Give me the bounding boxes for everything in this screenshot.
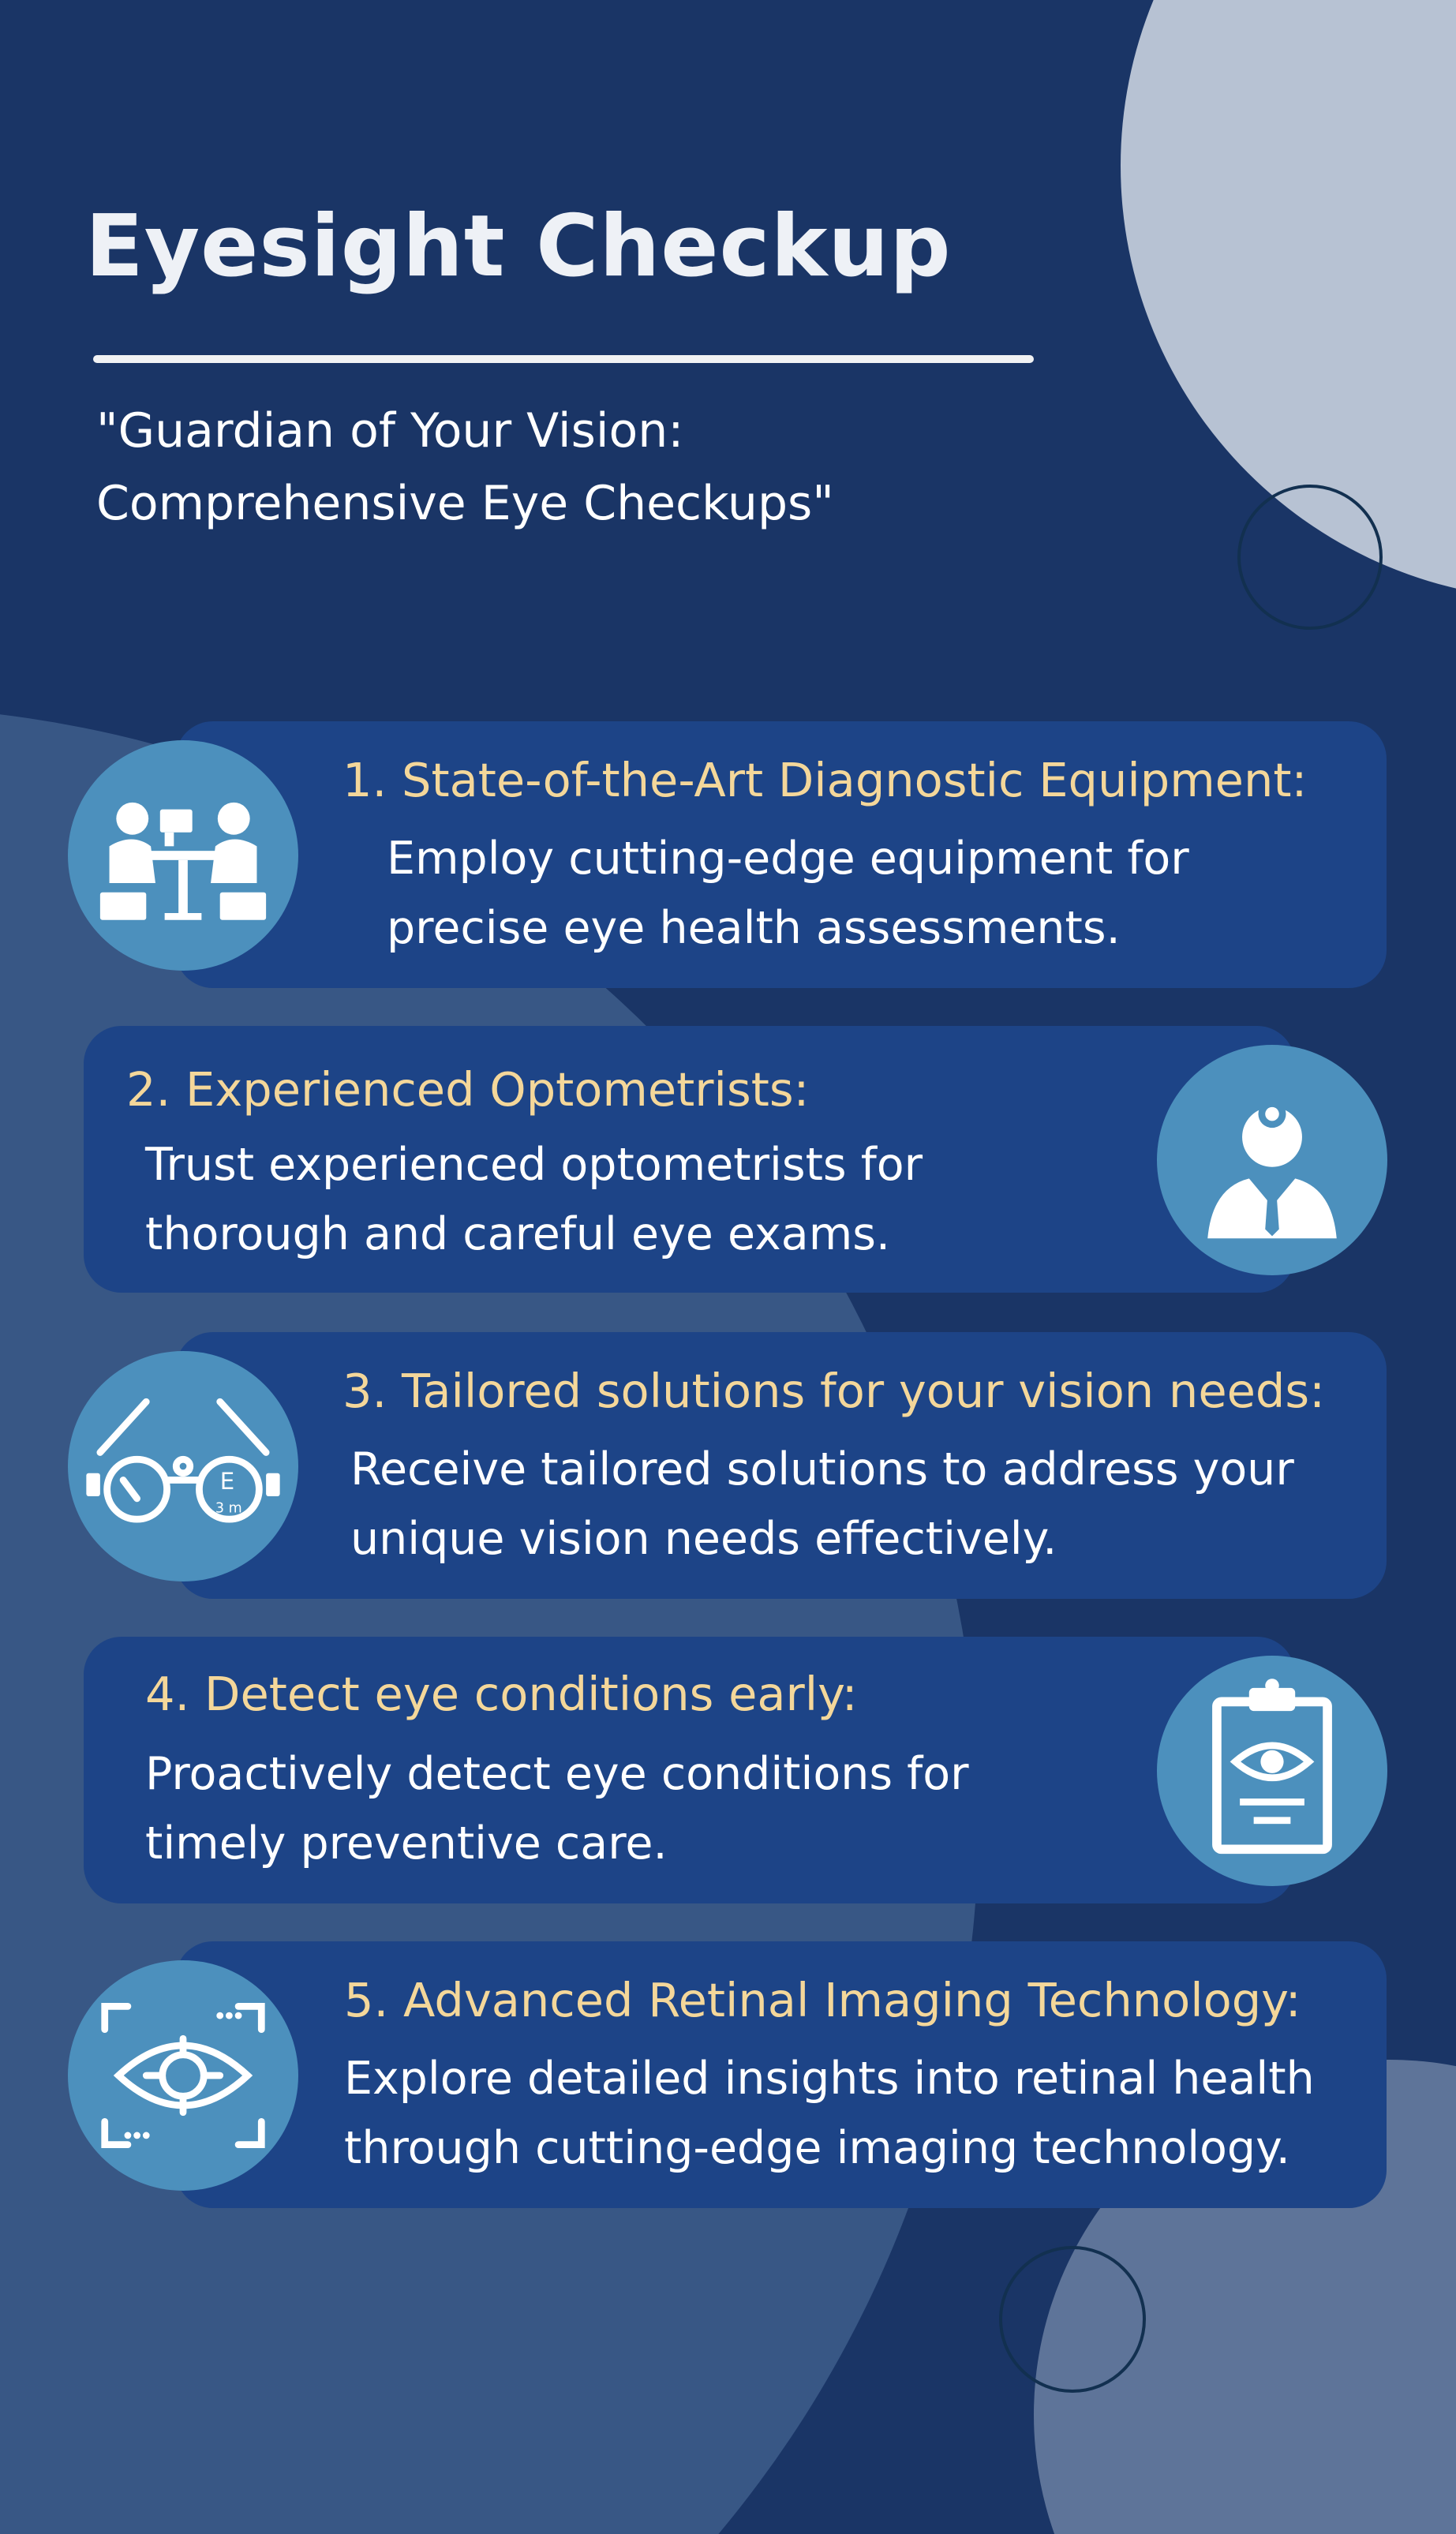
optometrist-icon [1207, 1098, 1337, 1239]
item-card-1: 1. State-of-the-Art Diagnostic Equipment… [175, 721, 1387, 988]
item-icon-circle-2 [1157, 1045, 1387, 1275]
item-description-line: thorough and careful eye exams. [145, 1208, 891, 1260]
item-icon-circle-3: E 3 m [68, 1351, 298, 1581]
item-icon-circle-4 [1157, 1656, 1387, 1886]
item-description-line: Trust experienced optometrists for [145, 1139, 923, 1191]
item-description-line: unique vision needs effectively. [350, 1513, 1057, 1565]
item-description: Trust experienced optometrists for thoro… [145, 1130, 923, 1269]
svg-text:E: E [220, 1468, 234, 1495]
item-description: Explore detailed insights into retinal h… [344, 2044, 1315, 2183]
item-title: 3. Tailored solutions for your vision ne… [342, 1364, 1325, 1418]
item-description: Proactively detect eye conditions for ti… [145, 1739, 969, 1878]
item-title: 5. Advanced Retinal Imaging Technology: [344, 1973, 1301, 2027]
retinal-scan-icon [101, 2003, 265, 2148]
svg-text:3 m: 3 m [215, 1500, 242, 1516]
item-title: 2. Experienced Optometrists: [126, 1062, 810, 1117]
item-icon-circle-5 [68, 1960, 298, 2191]
item-card-3: 3. Tailored solutions for your vision ne… [175, 1332, 1387, 1599]
item-title: 1. State-of-the-Art Diagnostic Equipment… [342, 753, 1308, 807]
item-description-line: precise eye health assessments. [387, 902, 1121, 954]
item-description: Employ cutting-edge equipment for precis… [387, 824, 1189, 963]
page-subtitle: "Guardian of Your Vision: Comprehensive … [96, 395, 1122, 540]
subtitle-line: "Guardian of Your Vision: [96, 403, 684, 459]
title-divider [93, 355, 1034, 363]
item-description-line: Receive tailored solutions to address yo… [350, 1443, 1294, 1495]
item-description-line: through cutting-edge imaging technology. [344, 2122, 1290, 2174]
eye-exam-consultation-icon [99, 802, 267, 920]
item-description-line: Proactively detect eye conditions for [145, 1748, 969, 1800]
trial-frame-glasses-icon: E 3 m [86, 1398, 280, 1523]
item-card-2: 2. Experienced Optometrists: Trust exper… [84, 1026, 1295, 1293]
item-description-line: timely preventive care. [145, 1817, 668, 1870]
item-icon-circle-1 [68, 740, 298, 971]
item-card-4: 4. Detect eye conditions early: Proactiv… [84, 1637, 1295, 1903]
subtitle-line: Comprehensive Eye Checkups" [96, 476, 834, 531]
decorative-ring-top [1237, 485, 1383, 630]
item-description-line: Employ cutting-edge equipment for [387, 833, 1189, 885]
item-description-line: Explore detailed insights into retinal h… [344, 2053, 1315, 2105]
item-title: 4. Detect eye conditions early: [145, 1667, 858, 1721]
clipboard-eye-report-icon [1212, 1679, 1332, 1855]
decorative-ring-bottom [999, 2246, 1146, 2393]
page-title: Eyesight Checkup [85, 197, 952, 296]
item-description: Receive tailored solutions to address yo… [350, 1435, 1294, 1574]
item-card-5: 5. Advanced Retinal Imaging Technology: … [175, 1941, 1387, 2208]
